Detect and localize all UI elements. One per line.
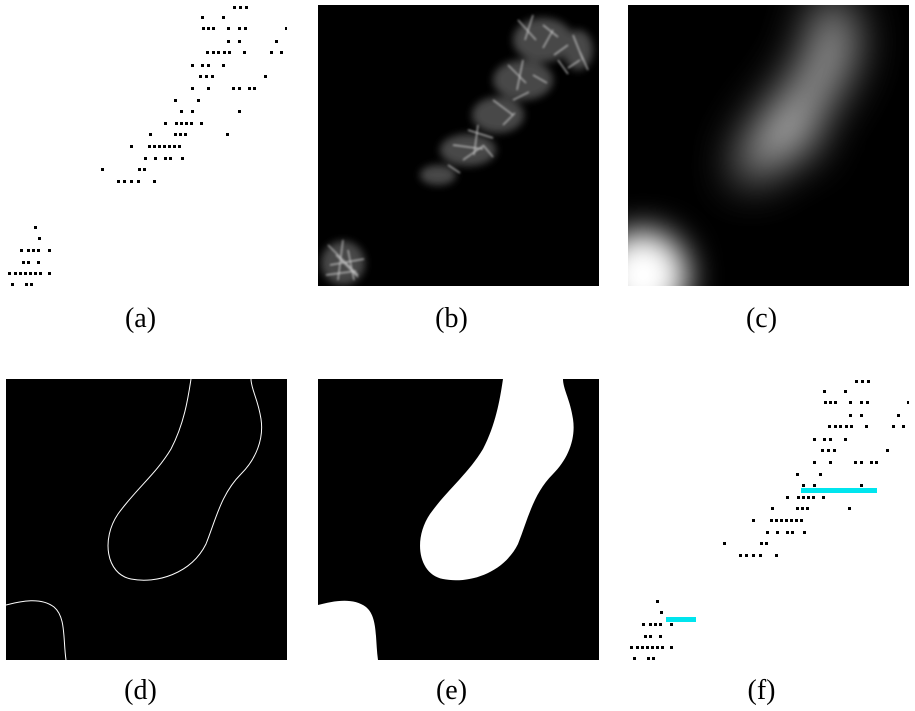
panel-f-points-highlighted (628, 379, 909, 660)
contour-line-corner (6, 600, 67, 660)
contour-image (6, 379, 287, 660)
highlighted-points-scatter (628, 379, 909, 660)
panel-c-density-map (628, 5, 909, 286)
binary-mask-image (318, 379, 599, 660)
highlight-segment-lower (666, 617, 696, 622)
panel-d-contour (6, 379, 287, 660)
caption-c: (c) (745, 303, 778, 334)
density-map-image (628, 5, 909, 286)
caption-e: (e) (435, 675, 468, 706)
panel-b-response-map (318, 5, 599, 286)
panel-a-points (6, 5, 287, 286)
mask-region-main (420, 379, 574, 581)
caption-a: (a) (124, 303, 157, 334)
response-map-image (318, 5, 599, 286)
panel-e-binary-mask (318, 379, 599, 660)
highlight-segment-upper (801, 488, 877, 493)
caption-f: (f) (747, 675, 776, 706)
caption-b: (b) (435, 303, 468, 334)
points-scatter (6, 5, 287, 286)
caption-d: (d) (124, 675, 157, 706)
mask-region-corner (318, 600, 378, 660)
contour-line-main (107, 379, 263, 581)
